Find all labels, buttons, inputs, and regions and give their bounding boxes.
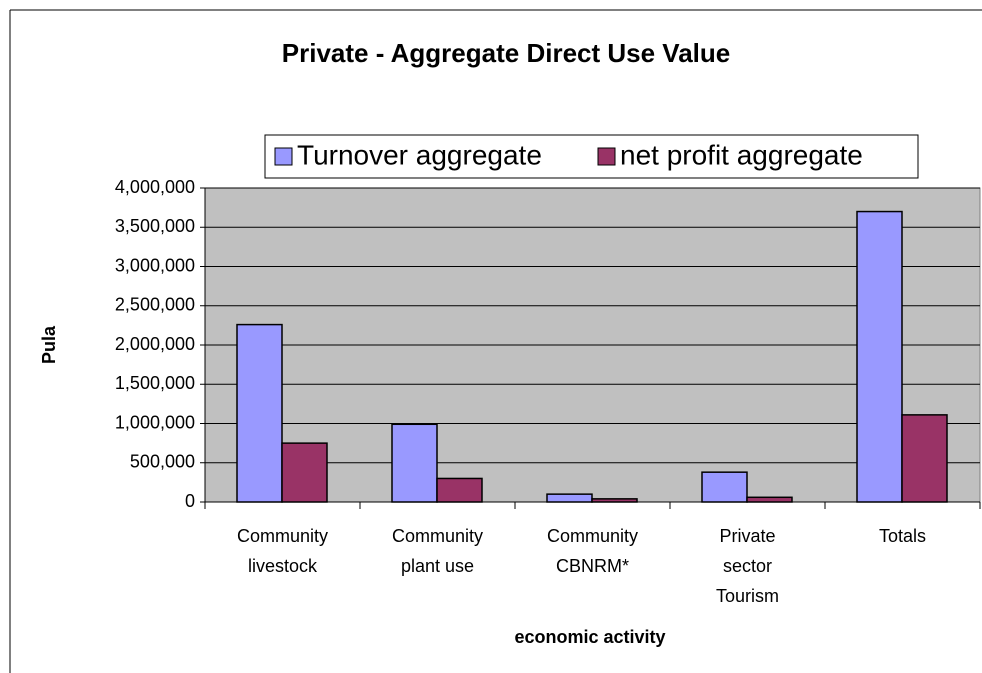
x-tick-label: plant use xyxy=(401,556,474,576)
bar xyxy=(901,414,948,503)
legend-label: Turnover aggregate xyxy=(297,139,542,170)
y-tick-label: 3,000,000 xyxy=(115,255,195,275)
y-tick-label: 1,000,000 xyxy=(115,412,195,432)
bar xyxy=(746,496,793,503)
y-tick-label: 2,000,000 xyxy=(115,334,195,354)
legend-label: net profit aggregate xyxy=(620,139,863,170)
y-tick-label: 4,000,000 xyxy=(115,177,195,197)
bar xyxy=(281,442,328,503)
x-tick-label: Community xyxy=(237,526,328,546)
x-tick-label: Totals xyxy=(879,526,926,546)
legend-swatch xyxy=(274,147,293,166)
bar xyxy=(391,423,438,503)
bar xyxy=(236,323,283,503)
x-axis-label: economic activity xyxy=(514,627,665,647)
y-tick-label: 3,500,000 xyxy=(115,216,195,236)
y-tick-label: 0 xyxy=(185,491,195,511)
x-tick-label: livestock xyxy=(248,556,318,576)
bar xyxy=(701,471,748,503)
bar xyxy=(856,210,903,503)
x-tick-label: Private xyxy=(719,526,775,546)
chart-title: Private - Aggregate Direct Use Value xyxy=(282,38,730,68)
x-tick-label: Community xyxy=(547,526,638,546)
x-tick-label: Tourism xyxy=(716,586,779,606)
x-tick-label: Community xyxy=(392,526,483,546)
bar xyxy=(436,477,483,503)
x-tick-label: sector xyxy=(723,556,772,576)
x-tick-label: CBNRM* xyxy=(556,556,629,576)
bar xyxy=(546,493,593,503)
legend xyxy=(264,134,919,179)
y-tick-label: 500,000 xyxy=(130,452,195,472)
y-axis-label: Pula xyxy=(39,325,59,364)
bar xyxy=(591,498,638,503)
y-tick-label: 2,500,000 xyxy=(115,295,195,315)
legend-swatch xyxy=(597,147,616,166)
y-tick-label: 1,500,000 xyxy=(115,373,195,393)
